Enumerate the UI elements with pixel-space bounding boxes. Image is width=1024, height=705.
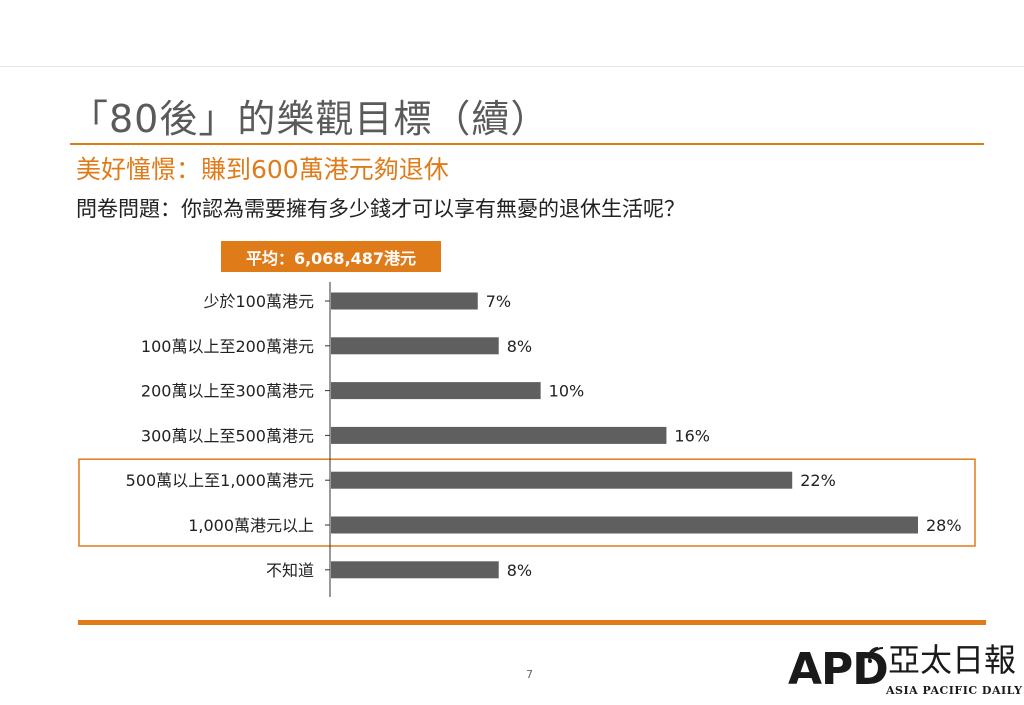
bar bbox=[331, 516, 918, 534]
logo-chinese-name: 亞太日報 bbox=[888, 641, 1017, 679]
value-label: 22% bbox=[800, 471, 836, 490]
top-divider bbox=[0, 66, 1024, 67]
title-underline bbox=[70, 143, 984, 145]
category-label: 200萬以上至300萬港元 bbox=[141, 382, 314, 401]
average-badge: 平均：6,068,487港元 bbox=[221, 241, 441, 272]
category-label: 不知道 bbox=[266, 561, 314, 580]
bar bbox=[331, 426, 667, 444]
value-label: 7% bbox=[486, 292, 511, 311]
signal-waves-icon bbox=[868, 647, 884, 663]
bar bbox=[331, 382, 541, 400]
logo-english-name: ASIA PACIFIC DAILY bbox=[886, 684, 1023, 697]
value-label: 28% bbox=[926, 516, 962, 535]
category-label: 500萬以上至1,000萬港元 bbox=[126, 471, 314, 490]
highlight-frame bbox=[78, 458, 976, 547]
value-label: 10% bbox=[549, 382, 585, 401]
bar bbox=[331, 337, 499, 355]
survey-question: 問卷問題：你認為需要擁有多少錢才可以享有無憂的退休生活呢？ bbox=[76, 197, 685, 221]
bottom-divider bbox=[78, 620, 986, 625]
category-label: 1,000萬港元以上 bbox=[188, 516, 314, 535]
slide-subtitle: 美好憧憬：賺到600萬港元夠退休 bbox=[76, 155, 449, 184]
page-title: 「80後」的樂觀目標（續） bbox=[70, 97, 550, 141]
value-label: 8% bbox=[507, 561, 532, 580]
category-label: 100萬以上至200萬港元 bbox=[141, 337, 314, 356]
apd-logo: APD 亞太日報 ASIA PACIFIC DAILY bbox=[788, 640, 1022, 702]
value-label: 8% bbox=[507, 337, 532, 356]
bar bbox=[331, 561, 499, 579]
category-label: 少於100萬港元 bbox=[203, 292, 314, 311]
value-label: 16% bbox=[674, 426, 710, 445]
bar bbox=[331, 292, 478, 310]
page-number: 7 bbox=[526, 668, 533, 681]
bar bbox=[331, 471, 793, 489]
category-label: 300萬以上至500萬港元 bbox=[141, 426, 314, 445]
